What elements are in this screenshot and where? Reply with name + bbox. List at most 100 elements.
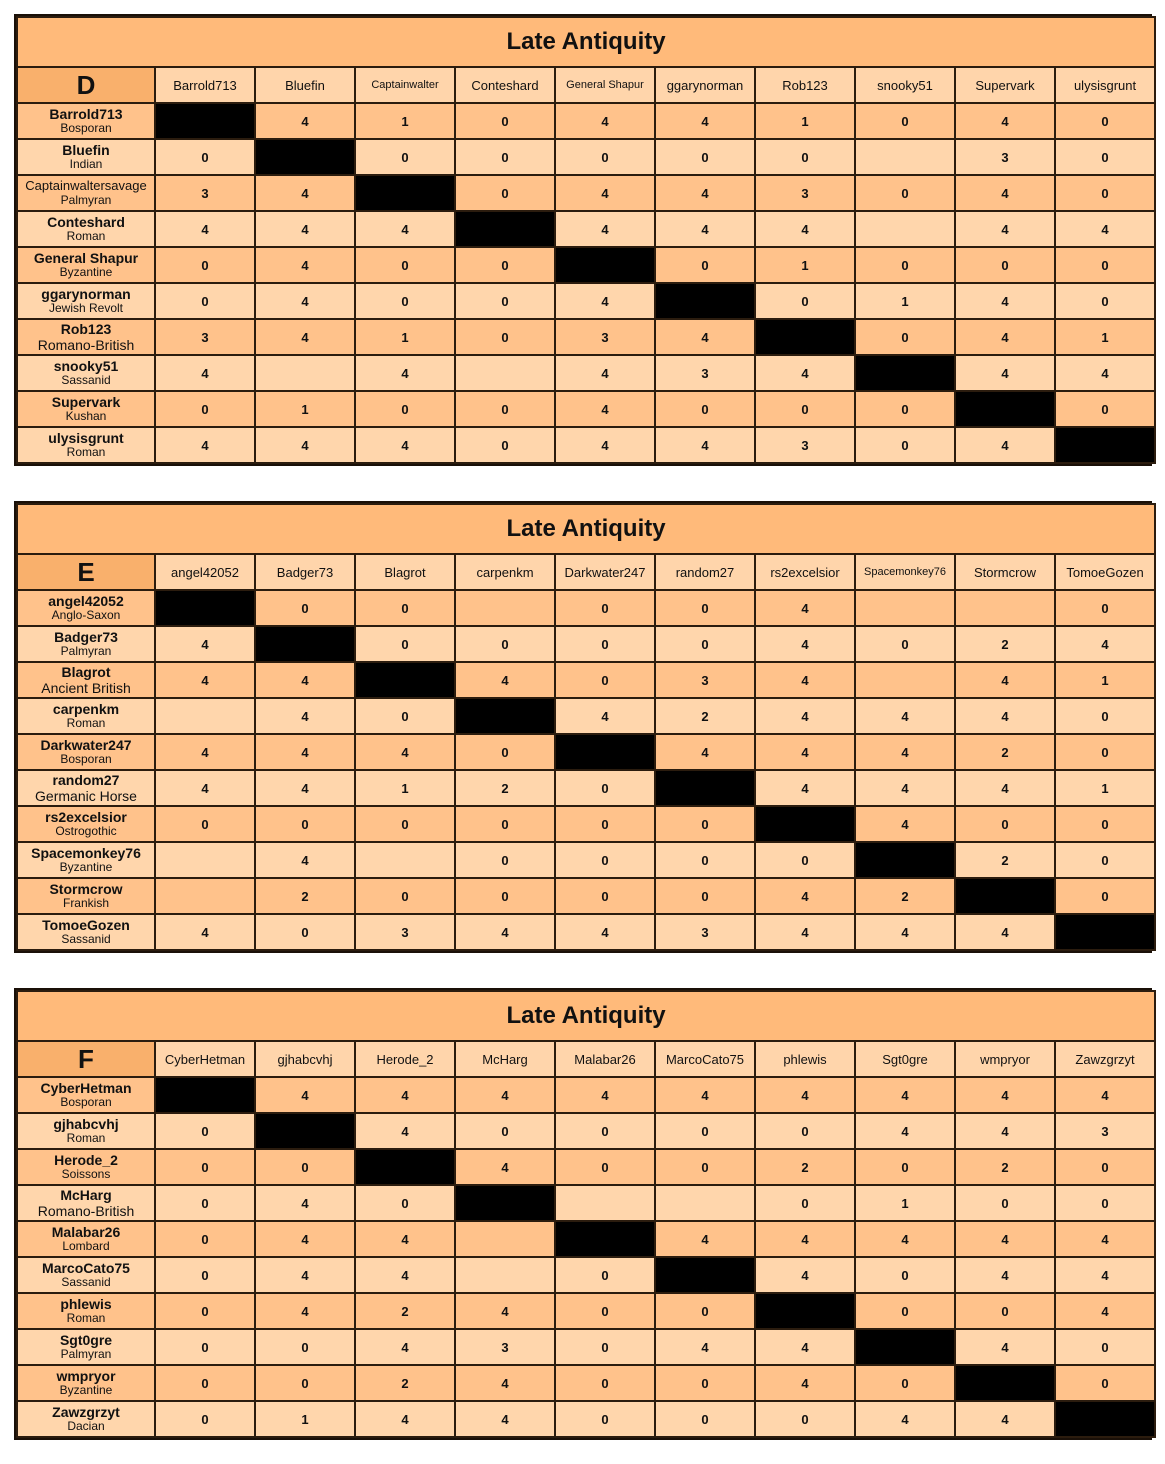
score-cell: 4 — [354, 1256, 456, 1294]
score-cell: 0 — [754, 1400, 856, 1438]
score-cell: 1 — [754, 246, 856, 284]
score-cell: 4 — [1053, 1220, 1157, 1258]
faction-name: Romano-British — [37, 337, 135, 353]
player-name: random27 — [52, 771, 120, 788]
score-cell: 0 — [454, 102, 556, 140]
score-cell: 4 — [454, 1364, 556, 1402]
score-cell: 4 — [154, 913, 256, 951]
score-cell: 0 — [654, 877, 756, 915]
table-row: Stormcrow Frankish 2 0 0 0 0 4 2 0 — [16, 877, 1157, 915]
table-title: Late Antiquity — [15, 990, 1157, 1042]
player-name: carpenkm — [52, 701, 120, 718]
score-cell: 1 — [354, 318, 456, 356]
player-name: Sgt0gre — [59, 1332, 113, 1349]
faction-name: Palmyran — [60, 1347, 112, 1362]
score-cell: 1 — [854, 1184, 956, 1222]
header-row: D Barrold713 Bluefin Captainwalter Conteshar… — [16, 66, 1157, 104]
score-cell: 1 — [1053, 769, 1157, 807]
score-cell: 4 — [154, 354, 256, 392]
score-cell: 0 — [554, 769, 656, 807]
diagonal-cell — [654, 1256, 756, 1294]
table-row: Zawzgrzyt Dacian 0 1 4 4 0 0 0 4 4 — [16, 1400, 1157, 1438]
column-header: Captainwalter — [354, 66, 456, 104]
score-cell: 3 — [154, 318, 256, 356]
score-cell: 4 — [554, 426, 656, 464]
row-label: gjhabcvhj Roman — [16, 1112, 156, 1150]
row-label: Captainwaltersavage Palmyran — [16, 174, 156, 212]
score-cell: 0 — [154, 805, 256, 843]
score-cell: 0 — [1053, 1328, 1157, 1366]
player-name: angel42052 — [48, 593, 124, 610]
score-cell: 1 — [254, 1400, 356, 1438]
score-cell: 4 — [954, 1220, 1056, 1258]
score-cell: 4 — [854, 1400, 956, 1438]
score-cell: 4 — [254, 697, 356, 735]
score-cell: 0 — [854, 1256, 956, 1294]
player-name: Supervark — [51, 394, 121, 411]
score-cell: 3 — [654, 354, 756, 392]
score-cell: 0 — [1053, 877, 1157, 915]
row-label: McHarg Romano-British — [16, 1184, 156, 1222]
diagonal-cell — [1053, 1400, 1157, 1438]
player-name: Badger73 — [54, 629, 118, 646]
column-header: angel42052 — [154, 553, 256, 591]
score-table: Late Antiquity F CyberHetman gjhabcvhj Herod… — [15, 990, 1157, 1438]
diagonal-cell — [254, 1112, 356, 1150]
score-cell: 4 — [754, 1076, 856, 1114]
table-row: ggarynorman Jewish Revolt 0 4 0 0 4 0 1 4 0 — [16, 282, 1157, 320]
score-cell — [654, 1184, 756, 1222]
score-cell: 0 — [454, 426, 556, 464]
score-cell: 3 — [154, 174, 256, 212]
diagonal-cell — [854, 354, 956, 392]
score-cell: 4 — [754, 877, 856, 915]
table-row: Conteshard Roman 4 4 4 4 4 4 4 4 — [16, 210, 1157, 248]
score-cell: 4 — [254, 1076, 356, 1114]
faction-name: Palmyran — [60, 192, 112, 207]
row-label: Spacemonkey76 Byzantine — [16, 841, 156, 879]
player-name: Blagrot — [61, 663, 111, 680]
score-cell — [454, 354, 556, 392]
score-cell: 0 — [1053, 841, 1157, 879]
table-row: Badger73 Palmyran 4 0 0 0 0 4 0 2 4 — [16, 625, 1157, 663]
score-cell: 4 — [354, 1220, 456, 1258]
player-name: Herode_2 — [54, 1152, 118, 1169]
score-cell: 0 — [1053, 390, 1157, 428]
player-name: Barrold713 — [49, 106, 123, 123]
diagonal-cell — [654, 282, 756, 320]
player-name: rs2excelsior — [45, 809, 127, 826]
faction-name: Indian — [69, 157, 103, 172]
column-header: Rob123 — [754, 66, 856, 104]
score-cell: 0 — [154, 1184, 256, 1222]
score-cell: 0 — [854, 390, 956, 428]
score-cell: 0 — [154, 1292, 256, 1330]
score-cell: 4 — [1053, 354, 1157, 392]
column-header: wmpryor — [954, 1040, 1056, 1078]
table-row: snooky51 Sassanid 4 4 4 3 4 4 4 — [16, 354, 1157, 392]
score-cell: 0 — [1053, 1184, 1157, 1222]
score-cell: 0 — [1053, 1364, 1157, 1402]
score-cell: 0 — [354, 390, 456, 428]
score-cell: 0 — [554, 625, 656, 663]
table-row: carpenkm Roman 4 0 4 2 4 4 4 0 — [16, 697, 1157, 735]
score-cell: 4 — [354, 1076, 456, 1114]
score-cell: 0 — [554, 877, 656, 915]
score-cell: 4 — [954, 1256, 1056, 1294]
score-cell: 0 — [954, 1184, 1056, 1222]
score-cell: 2 — [754, 1148, 856, 1186]
column-header: Herode_2 — [354, 1040, 456, 1078]
column-header: Barrold713 — [154, 66, 256, 104]
score-cell: 0 — [854, 1292, 956, 1330]
score-cell: 4 — [754, 210, 856, 248]
score-cell: 4 — [454, 661, 556, 699]
diagonal-cell — [254, 138, 356, 176]
diagonal-cell — [454, 697, 556, 735]
score-cell: 4 — [954, 913, 1056, 951]
table-row: rs2excelsior Ostrogothic 0 0 0 0 0 0 4 0 0 — [16, 805, 1157, 843]
score-cell: 3 — [454, 1328, 556, 1366]
score-cell: 4 — [554, 390, 656, 428]
table-row: Captainwaltersavage Palmyran 3 4 0 4 4 3 0 4 0 — [16, 174, 1157, 212]
score-cell — [854, 138, 956, 176]
score-cell: 4 — [554, 1076, 656, 1114]
score-cell — [854, 210, 956, 248]
column-header: phlewis — [754, 1040, 856, 1078]
